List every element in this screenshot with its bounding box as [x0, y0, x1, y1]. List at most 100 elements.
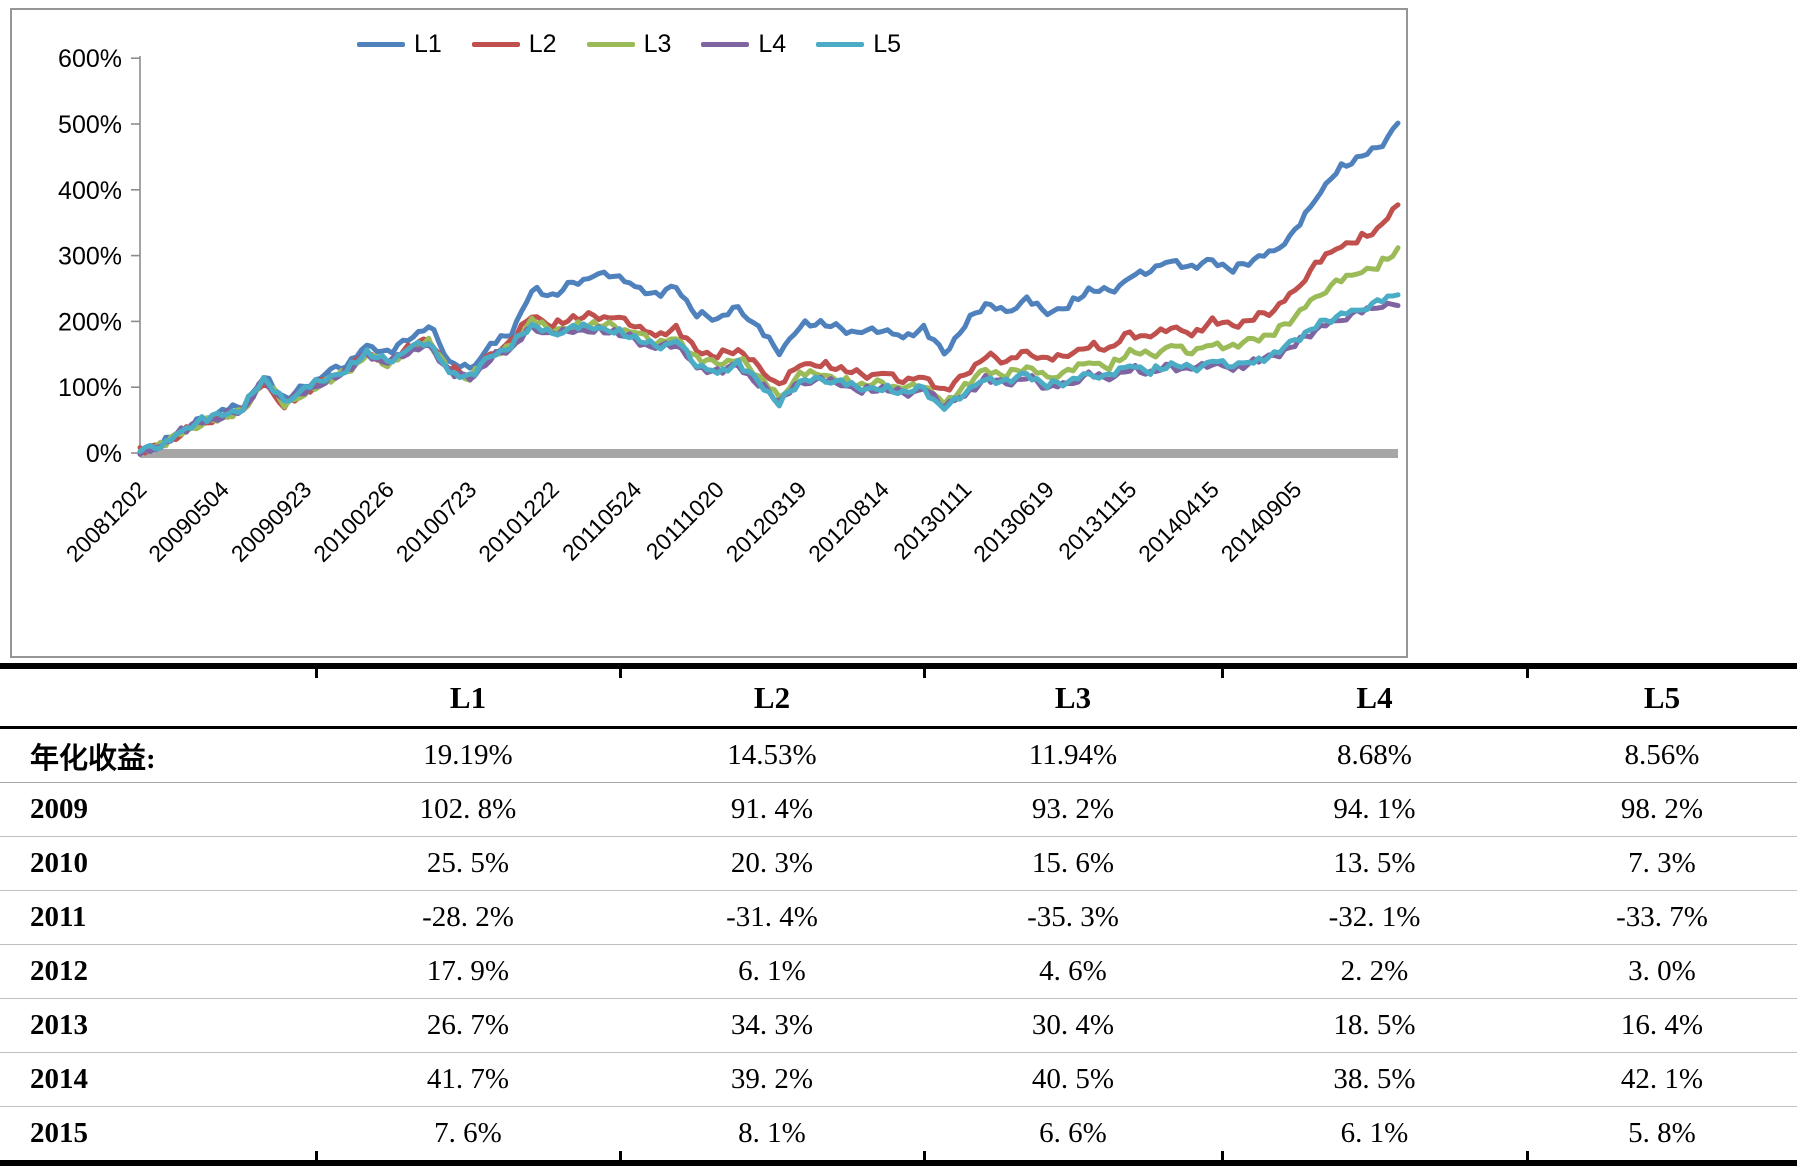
row-label: 2009 [30, 793, 88, 825]
legend-swatch-l3 [586, 42, 635, 47]
returns-chart-panel: L1 L2 L3 L4 L5 0% 100% 200% 300% 400% 500% 600% 200… [10, 8, 1408, 658]
table-cell: L2 [753, 679, 791, 715]
table-cell: 20. 3% [730, 847, 814, 879]
table-cell: 17. 9% [426, 955, 510, 987]
x-axis-tick-label: 20101222 [473, 476, 564, 567]
x-axis-tick-label: 20131115 [1053, 476, 1141, 564]
table-cell: L4 [1356, 679, 1393, 715]
table-cell: 41. 7% [426, 1063, 510, 1095]
legend-item-l4: L4 [701, 30, 786, 59]
table-row: 2013 26. 7% 34. 3% 30. 4% 18. 5% 16. 4% [0, 999, 1797, 1053]
legend-swatch-l5 [816, 42, 865, 47]
table-cell: 30. 4% [1031, 1009, 1115, 1041]
y-axis-tick-label: 300% [58, 243, 122, 271]
y-axis-tick-label: 0% [86, 440, 122, 468]
table-cell: 6. 6% [1039, 1117, 1107, 1149]
table-border-tick [1526, 669, 1529, 678]
table-border-tick [619, 669, 622, 678]
chart-legend: L1 L2 L3 L4 L5 [12, 30, 1406, 59]
table-cell: 26. 7% [426, 1009, 510, 1041]
table-cell: 42. 1% [1620, 1063, 1704, 1095]
legend-swatch-l4 [701, 42, 750, 47]
table-cell: L3 [1054, 679, 1092, 715]
table-cell: 13. 5% [1333, 847, 1416, 879]
y-axis-tick-label: 200% [58, 308, 122, 336]
row-label: 年化收益: [30, 742, 156, 775]
x-axis-tick-label: 20140415 [1133, 476, 1224, 567]
legend-label: L2 [528, 30, 557, 58]
table-cell: 34. 3% [730, 1009, 814, 1041]
table-cell: -35. 3% [1027, 901, 1119, 933]
series-line-l1 [137, 120, 1401, 456]
table-cell: 14.53% [727, 739, 817, 771]
table-cell: -31. 4% [726, 901, 818, 933]
table-border-tick [923, 669, 926, 678]
cumulative-returns-line-chart: 0% 100% 200% 300% 400% 500% 600% 20081202200905… [58, 45, 1401, 567]
table-cell: 3. 0% [1628, 955, 1696, 987]
legend-label: L4 [758, 30, 787, 58]
table-cell: 39. 2% [730, 1063, 814, 1095]
table-cell: 102. 8% [419, 793, 517, 825]
table-cell: 4. 6% [1039, 955, 1107, 987]
y-axis-tick-label: 500% [58, 111, 122, 139]
table-cell: 8.56% [1624, 739, 1700, 771]
table-cell: L5 [1643, 679, 1681, 715]
row-label: 2011 [30, 901, 87, 933]
returns-table: L1 L2 L3 L4 L5 年化收益: 19.19% 14.53% 11.94% 8.68% 8.… [0, 663, 1797, 1166]
row-label: 2012 [30, 955, 88, 987]
x-axis-tick-label: 20120319 [721, 476, 812, 567]
table-row: 2012 17. 9% 6. 1% 4. 6% 2. 2% 3. 0% [0, 945, 1797, 999]
table-border-tick [1526, 1151, 1529, 1160]
x-axis-tick-label: 20140905 [1216, 476, 1307, 567]
series-line-l2 [137, 202, 1401, 456]
table-cell: 6. 1% [1340, 1117, 1409, 1149]
series-line-l5 [137, 292, 1401, 454]
legend-item-l3: L3 [586, 30, 672, 59]
table-row: 2014 41. 7% 39. 2% 40. 5% 38. 5% 42. 1% [0, 1053, 1797, 1107]
x-axis-tick-label: 20110524 [557, 476, 647, 566]
table-cell: 8. 1% [738, 1117, 806, 1149]
table-cell: 98. 2% [1620, 793, 1704, 825]
legend-item-l5: L5 [816, 30, 901, 59]
table-bottom-border [0, 1151, 1797, 1166]
table-cell: 11.94% [1028, 739, 1118, 771]
legend-label: L3 [643, 30, 672, 58]
x-axis-tick-label: 20090923 [226, 476, 317, 567]
row-label: 2014 [30, 1063, 88, 1095]
x-axis-tick-label: 20081202 [61, 476, 152, 567]
x-axis-tick-label: 20130619 [968, 476, 1059, 567]
table-cell: 40. 5% [1031, 1063, 1115, 1095]
legend-swatch-l1 [356, 42, 405, 47]
table-row: 2015 7. 6% 8. 1% 6. 6% 6. 1% 5. 8% [0, 1107, 1797, 1160]
table-cell: 8.68% [1337, 739, 1412, 771]
table-cell: 93. 2% [1031, 793, 1115, 825]
table-cell: 2. 2% [1340, 955, 1409, 987]
table-cell: 38. 5% [1333, 1063, 1416, 1095]
table-cell: 18. 5% [1333, 1009, 1416, 1041]
row-label: 2015 [30, 1117, 88, 1149]
table-border-tick [1221, 1151, 1224, 1160]
y-axis-tick-label: 100% [58, 374, 122, 402]
table-cell: -28. 2% [422, 901, 514, 933]
x-axis-tick-label: 20130111 [888, 476, 976, 564]
x-axis-tick-label: 20100226 [308, 476, 399, 567]
table-cell: 94. 1% [1333, 793, 1416, 825]
table-border-tick [315, 1151, 318, 1160]
table-cell: 15. 6% [1031, 847, 1115, 879]
table-cell: 25. 5% [426, 847, 510, 879]
table-cell: -32. 1% [1328, 901, 1421, 933]
table-header-row: L1 L2 L3 L4 L5 [0, 669, 1797, 729]
table-cell: 7. 6% [434, 1117, 502, 1149]
table-row: 2011 -28. 2% -31. 4% -35. 3% -32. 1% -33. 7% [0, 891, 1797, 945]
table-border-tick [315, 669, 318, 678]
table-row: 年化收益: 19.19% 14.53% 11.94% 8.68% 8.56% [0, 729, 1797, 783]
table-cell: 7. 3% [1628, 847, 1696, 879]
series-line-l3 [137, 245, 1401, 455]
row-label: 2013 [30, 1009, 88, 1041]
x-axis-tick-label: 20100723 [391, 476, 482, 567]
legend-item-l1: L1 [356, 30, 442, 59]
table-rows: L1 L2 L3 L4 L5 年化收益: 19.19% 14.53% 11.94% 8.68% 8.… [0, 669, 1797, 1160]
legend-label: L1 [413, 30, 442, 58]
table-border-tick [1221, 669, 1224, 678]
